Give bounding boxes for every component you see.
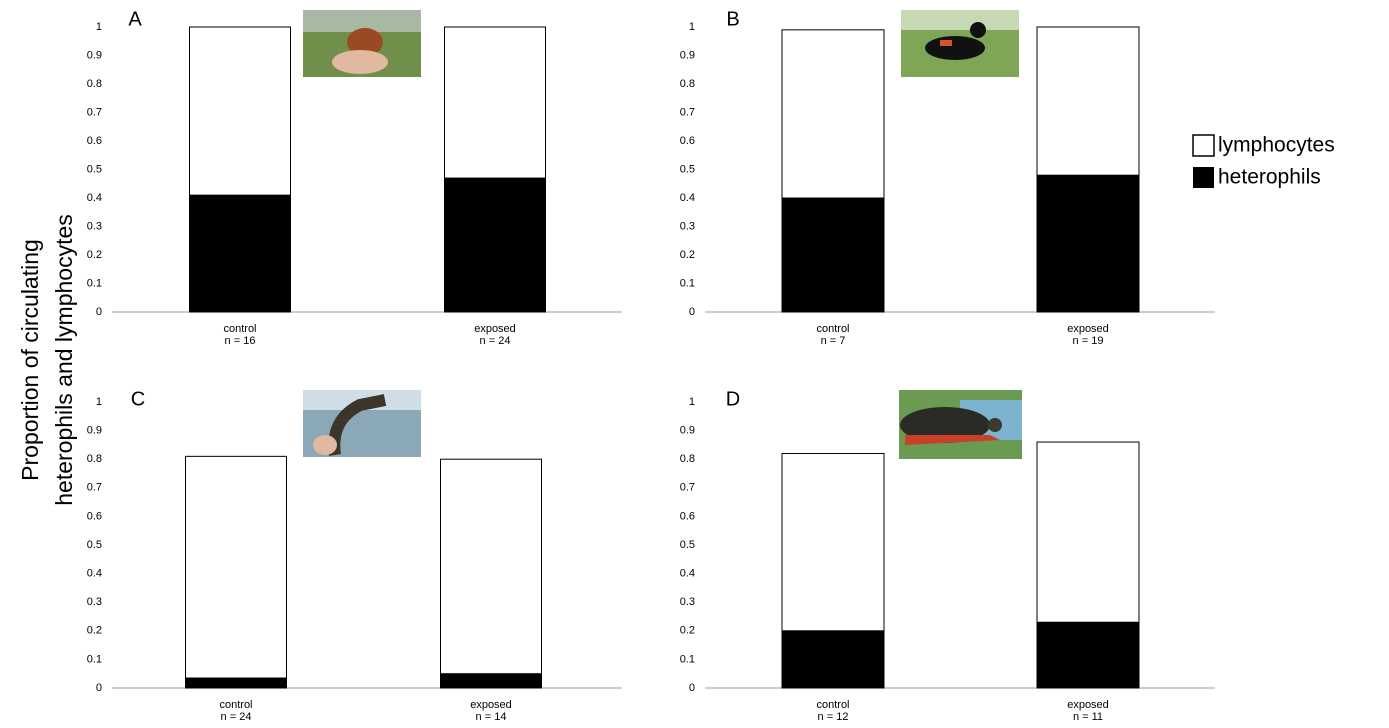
y-tick-label: 0.7 [680,482,695,494]
y-tick-label: 0.1 [87,653,102,665]
x-tick-label: control [816,699,849,711]
y-tick-label: 0.6 [87,135,102,147]
x-tick-label: control [219,699,252,711]
bar-segment [1037,175,1139,312]
y-tick-label: 0.8 [87,78,102,90]
x-tick-label: control [816,323,849,335]
y-tick-label: 1 [96,21,102,33]
y-tick-label: 0.2 [87,625,102,637]
y-tick-label: 0.7 [87,482,102,494]
bar-segment [186,678,287,688]
y-tick-label: 0.8 [680,78,695,90]
photo [303,10,421,77]
y-tick-label: 0.4 [87,192,102,204]
y-tick-label: 0.5 [87,163,102,175]
y-tick-label: 0.7 [680,106,695,118]
y-tick-label: 0.1 [680,277,695,289]
y-tick-label: 0.7 [87,106,102,118]
bar-segment [445,178,546,312]
bar-segment [782,453,884,630]
bar-segment [441,674,542,688]
y-tick-label: 0.2 [680,249,695,261]
y-tick-label: 0.9 [680,49,695,61]
panel-label: D [726,388,740,410]
photo [899,390,1022,459]
y-tick-label: 1 [689,396,695,408]
panel-label: B [726,8,739,30]
y-axis-label: heterophils and lymphocytes [51,214,77,506]
y-tick-label: 0.2 [87,249,102,261]
y-tick-label: 0.1 [680,653,695,665]
y-tick-label: 0.4 [87,568,102,580]
x-tick-label: exposed [1067,699,1109,711]
sample-size-label: n = 12 [818,711,849,723]
y-tick-label: 0 [689,306,695,318]
bar-segment [186,456,287,678]
y-tick-label: 0.6 [680,135,695,147]
y-tick-label: 0.5 [680,539,695,551]
bar-segment [445,27,546,178]
y-tick-label: 0.1 [87,277,102,289]
y-tick-label: 0.9 [87,425,102,437]
panel-label: C [131,388,145,410]
y-tick-label: 0.5 [87,539,102,551]
panel-label: A [128,8,142,30]
y-tick-label: 0.8 [680,453,695,465]
photo [303,390,421,457]
y-axis-label: Proportion of circulating [17,239,43,481]
y-tick-label: 1 [689,21,695,33]
y-tick-label: 0.5 [680,163,695,175]
bar-segment [782,631,884,688]
x-tick-label: control [223,323,256,335]
y-tick-label: 0.9 [87,49,102,61]
y-tick-label: 0.3 [87,220,102,232]
bar-segment [441,459,542,674]
legend-label: lymphocytes [1218,134,1335,157]
x-tick-label: exposed [470,699,512,711]
sample-size-label: n = 11 [1073,711,1103,723]
y-tick-label: 0 [96,682,102,694]
bar-segment [190,195,291,312]
bar-segment [782,198,884,312]
y-tick-label: 0.2 [680,625,695,637]
y-tick-label: 0 [689,682,695,694]
y-tick-label: 0.6 [87,510,102,522]
bar-segment [1037,442,1139,622]
sample-size-label: n = 19 [1073,335,1104,347]
y-tick-label: 0.6 [680,510,695,522]
sample-size-label: n = 24 [221,711,252,723]
sample-size-label: n = 7 [821,335,846,347]
photo [901,10,1019,77]
page: Proportion of circulating heterophils an… [0,0,1389,728]
bar-segment [190,27,291,195]
y-tick-label: 0.3 [680,220,695,232]
bar-segment [1037,622,1139,688]
y-tick-label: 0.4 [680,568,695,580]
legend-swatch [1193,135,1214,156]
x-tick-label: exposed [474,323,516,335]
legend-swatch [1193,167,1214,188]
sample-size-label: n = 14 [476,711,507,723]
y-tick-label: 1 [96,396,102,408]
y-tick-label: 0.9 [680,425,695,437]
sample-size-label: n = 16 [225,335,256,347]
bar-segment [1037,27,1139,175]
legend-label: heterophils [1218,166,1321,189]
x-tick-label: exposed [1067,323,1109,335]
chart: Proportion of circulating heterophils an… [0,0,1389,728]
y-tick-label: 0 [96,306,102,318]
bar-segment [782,30,884,198]
y-tick-label: 0.3 [87,596,102,608]
y-tick-label: 0.4 [680,192,695,204]
y-tick-label: 0.8 [87,453,102,465]
y-tick-label: 0.3 [680,596,695,608]
sample-size-label: n = 24 [480,335,511,347]
